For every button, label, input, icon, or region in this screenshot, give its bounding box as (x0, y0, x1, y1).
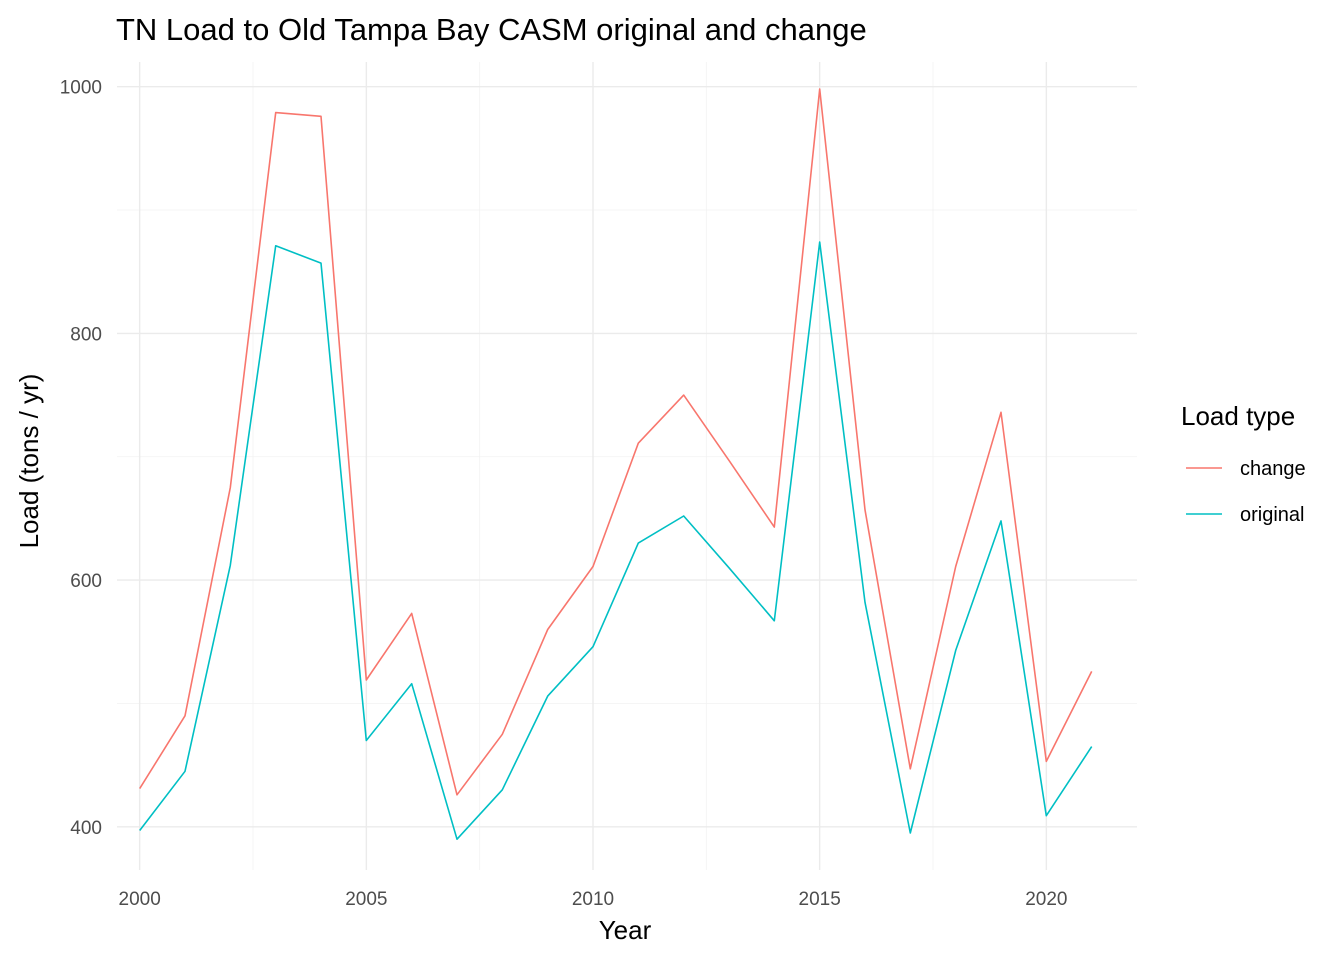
y-tick-label: 400 (70, 818, 102, 839)
y-tick-label: 800 (70, 324, 102, 345)
series-line-change (139, 88, 1093, 796)
x-tick-label: 2020 (1025, 889, 1067, 910)
x-tick-label: 2005 (345, 889, 387, 910)
y-tick-label: 600 (70, 571, 102, 592)
x-tick-label: 2000 (119, 889, 161, 910)
series-lines (139, 88, 1093, 841)
legend-label-original: original (1240, 504, 1304, 526)
x-tick-label: 2015 (799, 889, 841, 910)
legend-label-change: change (1240, 458, 1306, 480)
y-tick-label: 1000 (60, 78, 102, 99)
x-axis-ticks: 2000 2005 2010 2015 2020 (119, 889, 1068, 910)
series-line-original (139, 241, 1093, 841)
legend: Load type change original (1181, 401, 1306, 526)
y-axis-ticks: 400 600 800 1000 (60, 78, 102, 839)
x-tick-label: 2010 (572, 889, 614, 910)
legend-title: Load type (1181, 401, 1295, 431)
y-axis-title: Load (tons / yr) (14, 374, 44, 549)
grid (117, 62, 1137, 870)
chart-title: TN Load to Old Tampa Bay CASM original a… (116, 12, 867, 47)
x-axis-title: Year (599, 915, 652, 945)
